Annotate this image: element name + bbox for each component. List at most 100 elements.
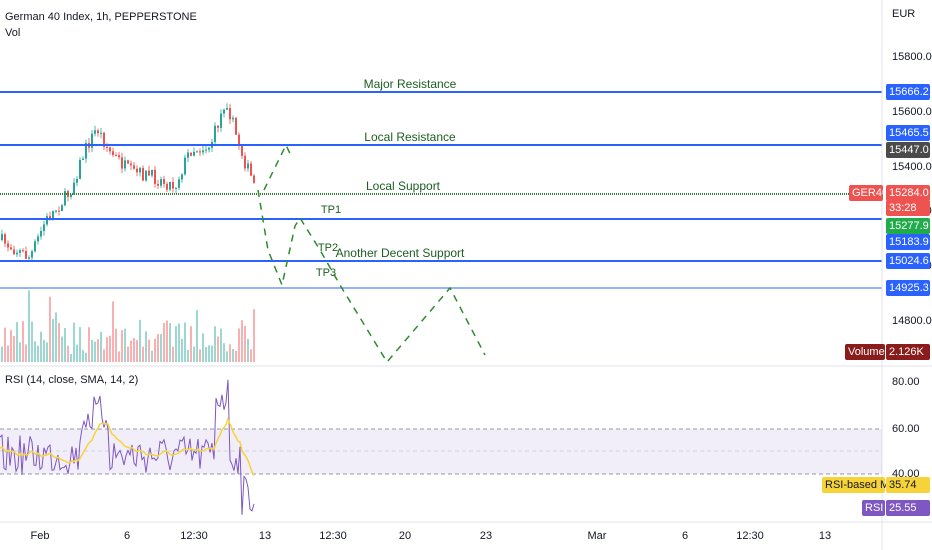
candle [7, 243, 9, 248]
candle [199, 151, 201, 153]
volume-bar [232, 349, 234, 362]
volume-bars [1, 290, 255, 362]
candle [187, 152, 189, 158]
volume-bar [154, 338, 156, 362]
rsi-ma-line [0, 417, 255, 476]
candle [247, 163, 249, 169]
volume-bar [181, 338, 183, 362]
candle [235, 117, 237, 135]
volume-bar [247, 338, 249, 362]
candle [139, 167, 141, 173]
candle [220, 113, 222, 128]
candle [160, 179, 162, 186]
rsi-value-bg [886, 500, 930, 516]
candle [94, 130, 96, 134]
candle [130, 163, 132, 166]
volume-bar [157, 333, 159, 362]
annotation: TP2 [318, 242, 338, 254]
volume-bar [226, 351, 228, 362]
volume-bar [109, 335, 111, 362]
volume-bar [13, 336, 15, 362]
candle [169, 182, 171, 190]
volume-bar [163, 323, 165, 362]
candle [181, 174, 183, 180]
price-badge: 14925.3 [889, 282, 929, 294]
candle [43, 224, 45, 232]
candle [79, 159, 81, 179]
volume-bar [16, 322, 18, 362]
volume-bar [220, 328, 222, 362]
candle [196, 151, 198, 153]
volume-bar [49, 296, 51, 362]
candle [82, 158, 84, 160]
volume-bar [55, 312, 57, 362]
candle [202, 150, 204, 153]
candle [4, 234, 6, 244]
volume-bar [94, 341, 96, 362]
candle [124, 160, 126, 169]
time-label: 12:30 [180, 530, 208, 542]
candle [238, 134, 240, 146]
time-label: 6 [124, 530, 130, 542]
price-label: 15600.0 [892, 106, 932, 118]
candle [136, 168, 138, 173]
volume-bar [136, 340, 138, 362]
candle [52, 211, 54, 221]
rsi-ma-value-bg [886, 477, 930, 493]
candle [85, 142, 87, 159]
volume-bar [145, 331, 147, 362]
candle [217, 125, 219, 128]
volume-bar [97, 339, 99, 362]
price-badge: 15024.6 [889, 255, 929, 267]
candle [19, 250, 21, 253]
candle [22, 250, 24, 252]
candle [205, 149, 207, 151]
volume-bar [166, 320, 168, 362]
volume-bar [40, 331, 42, 362]
price-badge-bg [886, 280, 930, 296]
candle [142, 167, 144, 181]
candle [106, 146, 108, 148]
time-label: Feb [31, 530, 50, 542]
candle [1, 234, 3, 240]
volume-bar [73, 322, 75, 362]
candle [31, 251, 33, 258]
volume-bar [22, 321, 24, 362]
candle [118, 155, 120, 158]
candle [55, 210, 57, 212]
volume-bar [79, 327, 81, 362]
volume-bar [169, 323, 171, 362]
candle [10, 247, 12, 250]
projection-up [263, 143, 293, 191]
volume-bar [148, 339, 150, 362]
volume-bar [223, 343, 225, 362]
candle [37, 236, 39, 242]
volume-bar [82, 350, 84, 362]
candle [148, 170, 150, 176]
candle [109, 147, 111, 152]
candle [151, 169, 153, 176]
candle [229, 108, 231, 120]
volume-bar [88, 327, 90, 362]
candle [184, 157, 186, 175]
rsi-value: 25.55 [889, 502, 917, 514]
volume-bar [34, 341, 36, 362]
candle [241, 145, 243, 156]
price-badge: 15465.5 [889, 127, 929, 139]
candle [133, 165, 135, 169]
countdown: 33:28 [889, 202, 917, 214]
rsi-ma-label-bg [822, 477, 885, 493]
candle [127, 160, 129, 164]
volume-bar [19, 342, 21, 362]
candle [157, 183, 159, 186]
price-label: 14800.0 [892, 315, 932, 327]
volume-bar [196, 310, 198, 362]
symbol-badge-bg [849, 185, 883, 201]
dynamic: 15800.015600.015400.015200.015000.014800… [31, 51, 932, 542]
volume-bar [25, 344, 27, 362]
volume-bar [127, 346, 129, 362]
volume-bar [184, 322, 186, 362]
volume-bar [160, 334, 162, 362]
candle [154, 169, 156, 184]
